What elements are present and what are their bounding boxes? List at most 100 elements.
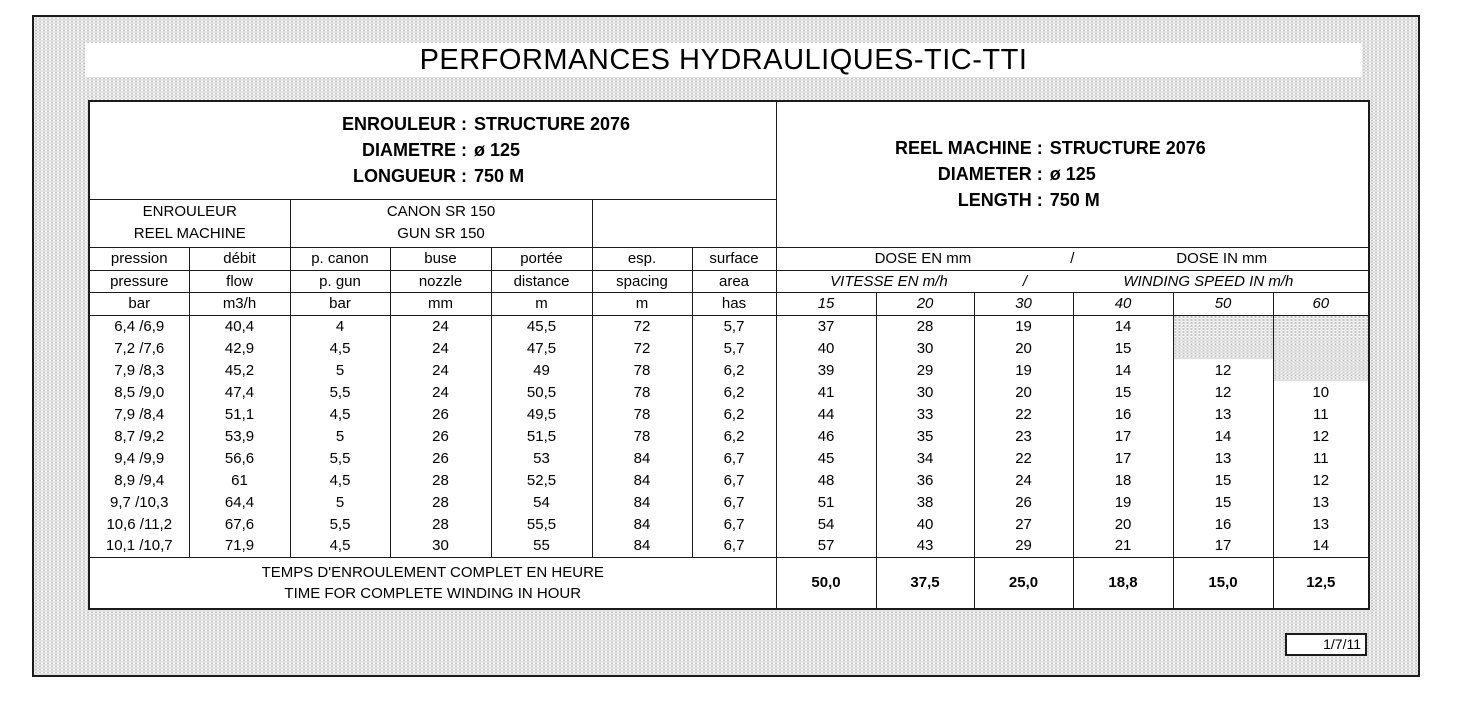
cell-dose-15: 37 (775, 315, 877, 337)
cell-pressure: 10,6 /11,2 (88, 513, 190, 535)
cell-gun-pressure: 5 (289, 491, 391, 513)
table-row: 9,7 /10,3 64,4 5 28 54 84 6,7 51 38 26 19 15 13 (88, 491, 1370, 513)
winding-time-15: 50,0 (775, 556, 877, 610)
cell-dose-30: 23 (973, 425, 1074, 447)
speed-header-en: WINDING SPEED IN m/h (1123, 272, 1294, 290)
table-row: 7,2 /7,6 42,9 4,5 24 47,5 72 5,7 40 30 20 15 (88, 337, 1370, 359)
cell-distance: 49,5 (490, 403, 593, 425)
units-row: bar m3/h bar mm m m has 15 20 30 40 50 6… (88, 291, 1370, 316)
speed-20: 20 (875, 291, 975, 316)
col-label-nozzle: nozzle (389, 269, 492, 293)
speed-header-sep: / (1022, 272, 1028, 290)
cell-flow: 56,6 (188, 447, 291, 469)
empty-cell (591, 198, 777, 248)
cell-dose-50: 16 (1172, 513, 1274, 535)
cell-spacing: 72 (591, 337, 693, 359)
cell-spacing: 84 (591, 491, 693, 513)
col-label-spacing: spacing (591, 269, 693, 293)
cell-dose-60 (1272, 315, 1370, 337)
cell-dose-30: 20 (973, 337, 1074, 359)
speed-40: 40 (1072, 291, 1174, 316)
cell-dose-50 (1172, 315, 1274, 337)
cell-distance: 49 (490, 359, 593, 381)
cell-dose-50: 14 (1172, 425, 1274, 447)
cell-dose-20: 33 (875, 403, 975, 425)
table-row: 7,9 /8,4 51,1 4,5 26 49,5 78 6,2 44 33 22 16 13 11 (88, 403, 1370, 425)
cell-gun-pressure: 4,5 (289, 469, 391, 491)
winding-time-50: 15,0 (1172, 556, 1274, 610)
cell-dose-15: 48 (775, 469, 877, 491)
unit-mm: mm (389, 291, 492, 316)
col-label-area: area (691, 269, 777, 293)
cell-dose-20: 34 (875, 447, 975, 469)
cell-spacing: 84 (591, 513, 693, 535)
cell-dose-40: 15 (1072, 337, 1174, 359)
page-number: 1/7/11 (1285, 633, 1367, 656)
cell-dose-40: 14 (1072, 315, 1174, 337)
cell-dose-20: 43 (875, 535, 975, 557)
cell-area: 6,7 (691, 469, 777, 491)
cell-nozzle: 30 (389, 535, 492, 557)
group-header-row: ENROULEUR REEL MACHINE CANON SR 150 GUN … (88, 198, 1369, 248)
table-row: 6,4 /6,9 40,4 4 24 45,5 72 5,7 37 28 19 14 (88, 315, 1370, 337)
table-row: 8,7 /9,2 53,9 5 26 51,5 78 6,2 46 35 23 17 14 12 (88, 425, 1370, 447)
table-row: 9,4 /9,9 56,6 5,5 26 53 84 6,7 45 34 22 17 13 11 (88, 447, 1370, 469)
cell-dose-15: 57 (775, 535, 877, 557)
cell-distance: 51,5 (490, 425, 593, 447)
cell-pressure: 6,4 /6,9 (88, 315, 190, 337)
group-gun: CANON SR 150 GUN SR 150 (289, 198, 593, 248)
cell-dose-60: 12 (1272, 469, 1370, 491)
cell-dose-40: 15 (1072, 381, 1174, 403)
cell-distance: 54 (490, 491, 593, 513)
cell-pressure: 7,9 /8,3 (88, 359, 190, 381)
cell-nozzle: 26 (389, 425, 492, 447)
col-label-p-canon: p. canon (289, 246, 391, 271)
cell-dose-60 (1272, 359, 1370, 381)
page-border: PERFORMANCES HYDRAULIQUES-TIC-TTI ENROUL… (32, 15, 1420, 677)
cell-area: 5,7 (691, 315, 777, 337)
cell-dose-40: 14 (1072, 359, 1174, 381)
cell-dose-60: 11 (1272, 403, 1370, 425)
cell-gun-pressure: 5 (289, 359, 391, 381)
info-value: ø 125 (1049, 164, 1096, 185)
cell-dose-30: 22 (973, 403, 1074, 425)
cell-flow: 47,4 (188, 381, 291, 403)
cell-dose-20: 29 (875, 359, 975, 381)
cell-gun-pressure: 4,5 (289, 403, 391, 425)
dose-header-fr: DOSE EN mm (874, 250, 972, 267)
winding-time-30: 25,0 (973, 556, 1074, 610)
info-label: LONGUEUR : (353, 166, 468, 187)
cell-dose-30: 27 (973, 513, 1074, 535)
col-label-debit: débit (188, 246, 291, 271)
cell-dose-50: 13 (1172, 403, 1274, 425)
speed-header-fr: VITESSE EN m/h (830, 272, 948, 290)
info-label: REEL MACHINE : (895, 138, 1043, 159)
cell-nozzle: 24 (389, 337, 492, 359)
col-label-esp: esp. (591, 246, 693, 271)
info-label: DIAMETER : (937, 164, 1043, 185)
info-label: ENROULEUR : (342, 114, 468, 135)
cell-dose-60: 14 (1272, 535, 1370, 557)
machine-info-en: REEL MACHINE : STRUCTURE 2076 DIAMETER :… (775, 100, 1370, 248)
unit-bar2: bar (289, 291, 391, 316)
col-label-portee: portée (490, 246, 593, 271)
column-labels-en-row: pressure flow p. gun nozzle distance spa… (88, 269, 1370, 293)
cell-dose-50: 15 (1172, 469, 1274, 491)
table-row: 8,5 /9,0 47,4 5,5 24 50,5 78 6,2 41 30 20 15 12 10 (88, 381, 1370, 403)
cell-dose-60: 11 (1272, 447, 1370, 469)
cell-pressure: 8,9 /9,4 (88, 469, 190, 491)
cell-pressure: 7,9 /8,4 (88, 403, 190, 425)
winding-time-60: 12,5 (1272, 556, 1370, 610)
cell-flow: 67,6 (188, 513, 291, 535)
speed-50: 50 (1172, 291, 1274, 316)
cell-dose-50: 12 (1172, 359, 1274, 381)
speed-60: 60 (1272, 291, 1370, 316)
cell-area: 6,2 (691, 381, 777, 403)
cell-spacing: 84 (591, 447, 693, 469)
cell-nozzle: 26 (389, 447, 492, 469)
col-label-pressure: pressure (88, 269, 190, 293)
cell-flow: 64,4 (188, 491, 291, 513)
machine-info-row: ENROULEUR : STRUCTURE 2076 DIAMETRE : ø … (88, 100, 1370, 248)
cell-area: 6,2 (691, 359, 777, 381)
